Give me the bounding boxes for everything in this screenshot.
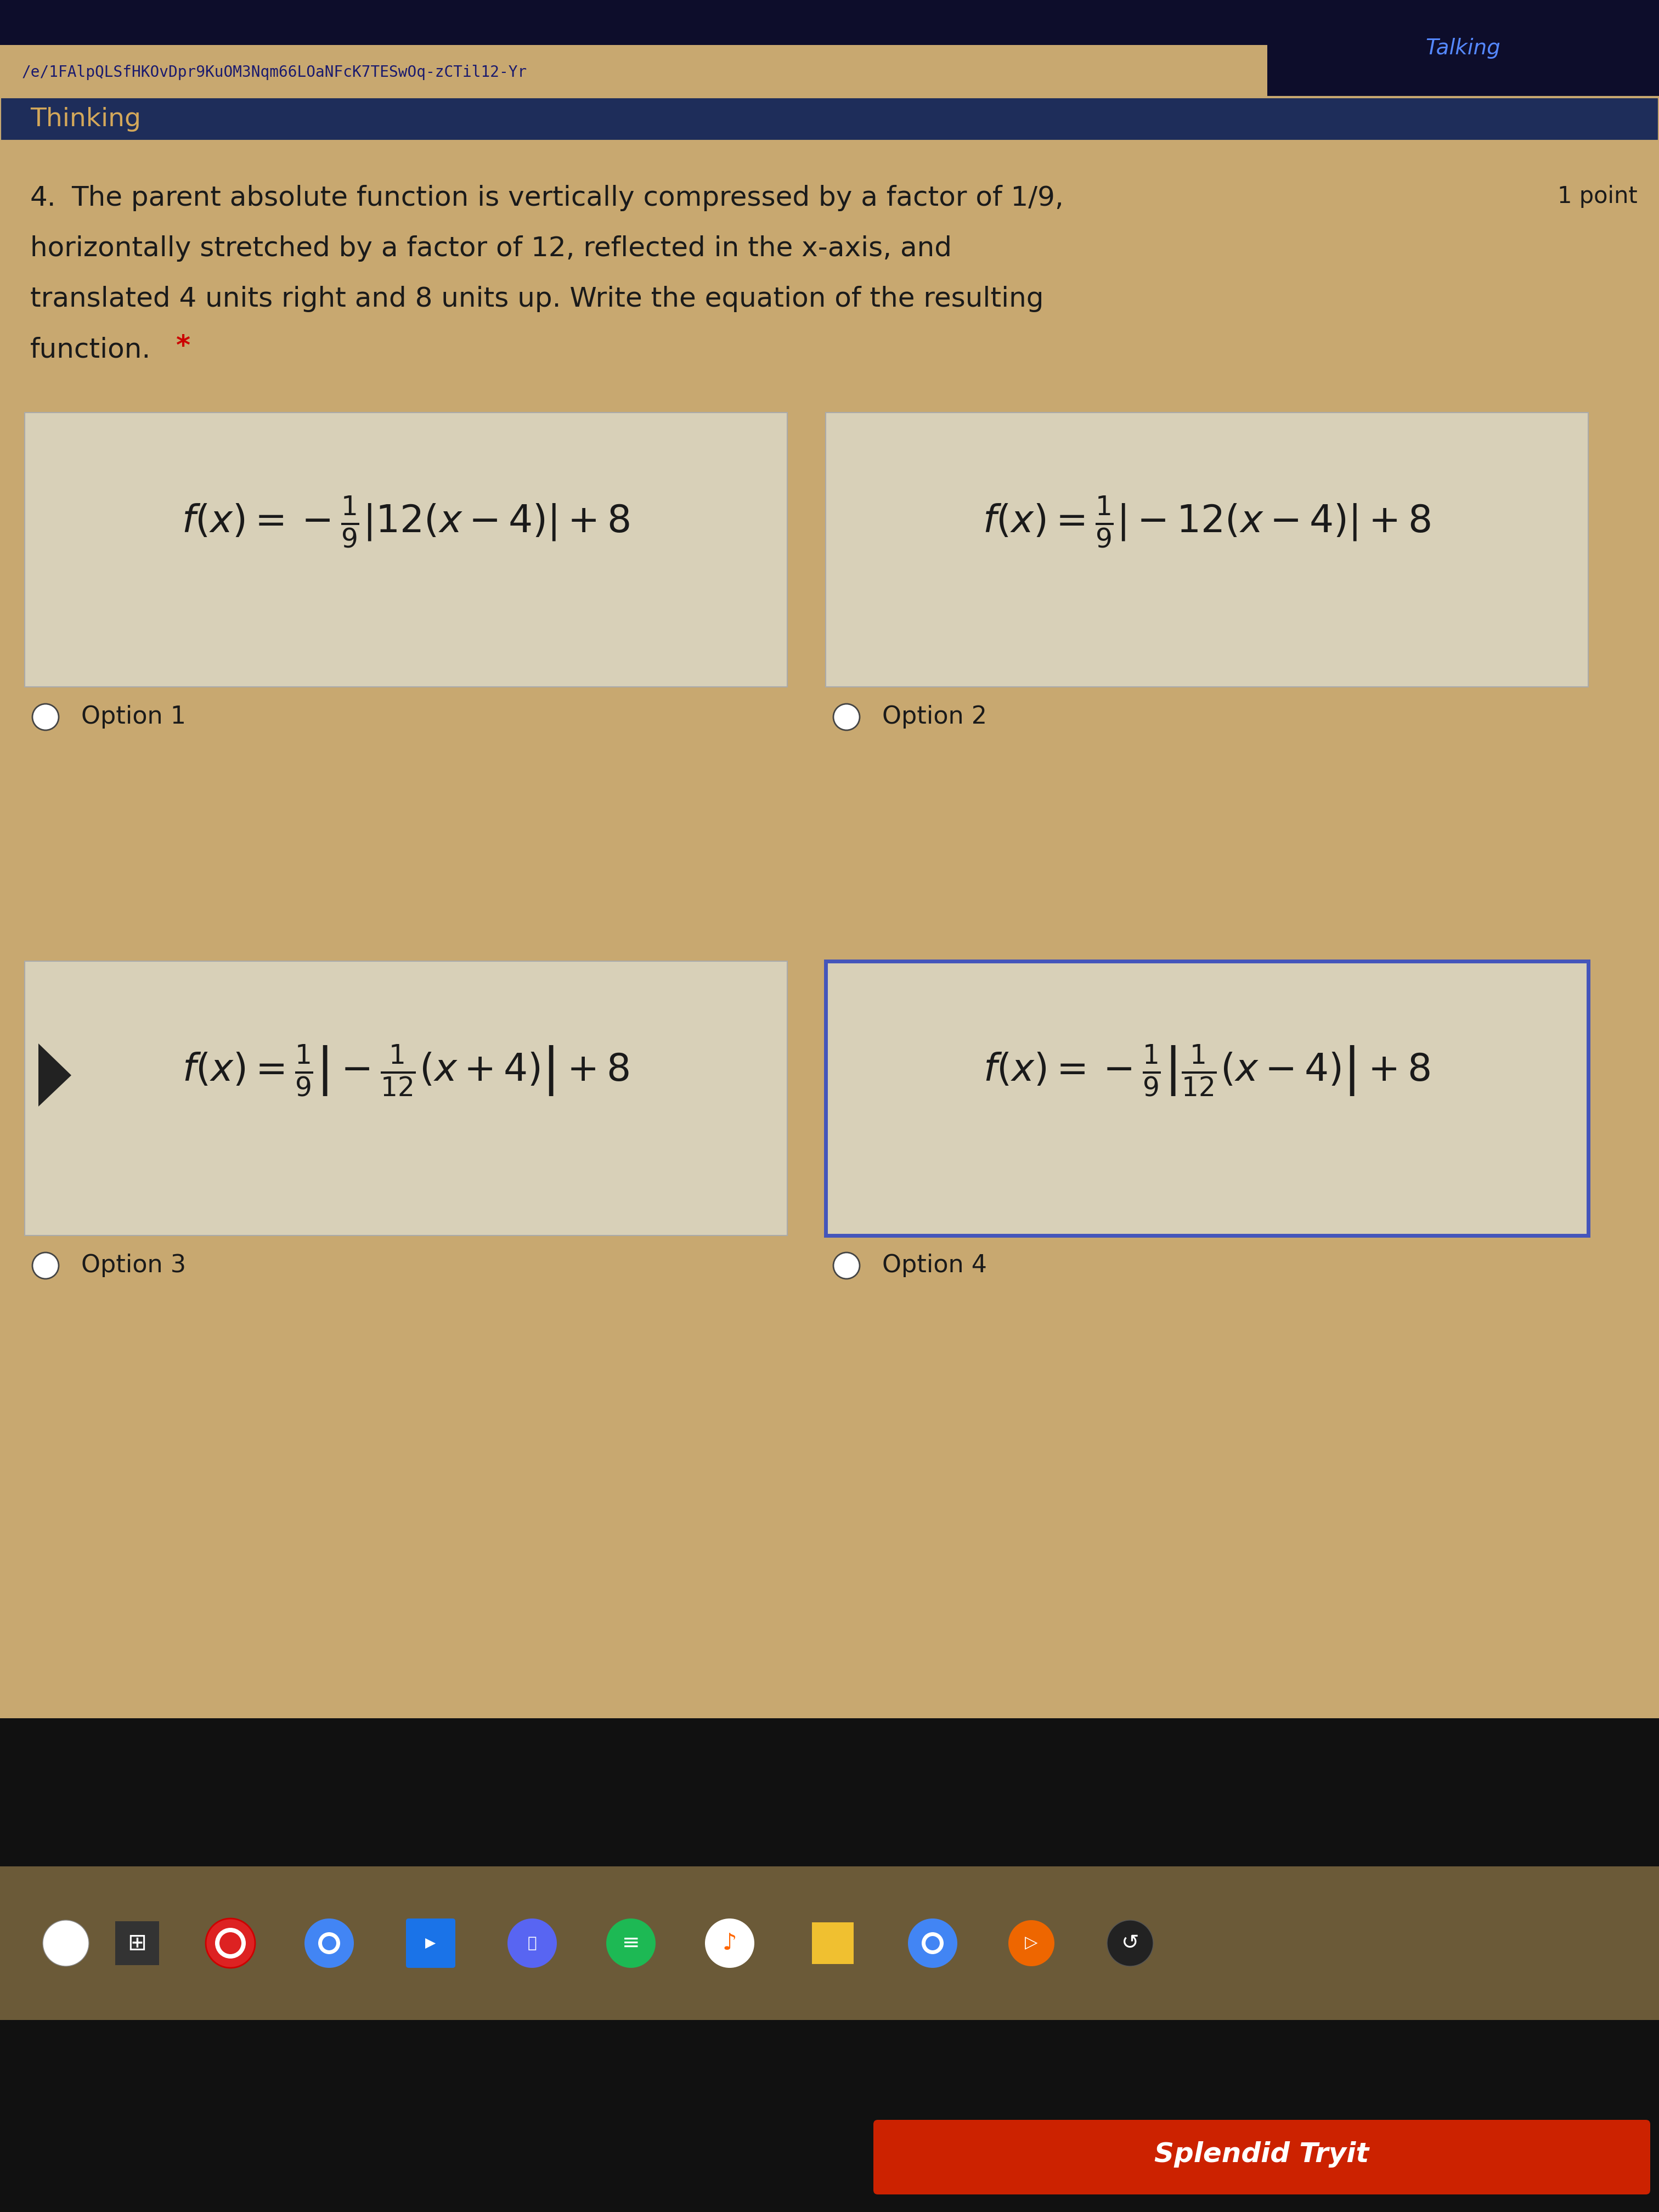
Text: Option 1: Option 1 [81, 706, 186, 728]
FancyBboxPatch shape [114, 1922, 159, 1964]
Circle shape [216, 1929, 246, 1958]
Circle shape [43, 1920, 90, 1966]
Text: translated 4 units right and 8 units up. Write the equation of the resulting: translated 4 units right and 8 units up.… [30, 285, 1044, 312]
Text: 1 point: 1 point [1558, 186, 1637, 208]
FancyBboxPatch shape [406, 1918, 455, 1969]
Text: Thinking: Thinking [30, 106, 141, 131]
Circle shape [833, 1252, 859, 1279]
Text: Option 2: Option 2 [883, 706, 987, 728]
Text: function.: function. [30, 336, 151, 363]
Text: Option 4: Option 4 [883, 1254, 987, 1279]
FancyBboxPatch shape [0, 0, 1659, 44]
FancyBboxPatch shape [826, 414, 1588, 688]
Text: ≡: ≡ [622, 1933, 640, 1953]
Circle shape [206, 1918, 255, 1969]
Circle shape [907, 1918, 957, 1969]
Text: The parent absolute function is vertically compressed by a factor of 1/9,: The parent absolute function is vertical… [71, 186, 1063, 210]
Circle shape [833, 703, 859, 730]
FancyBboxPatch shape [1267, 0, 1659, 97]
Polygon shape [38, 1044, 71, 1106]
Circle shape [926, 1936, 939, 1951]
Text: ⬛: ⬛ [528, 1936, 538, 1951]
Text: ▷: ▷ [1025, 1936, 1039, 1951]
Circle shape [606, 1918, 655, 1969]
FancyBboxPatch shape [25, 414, 788, 688]
Text: Splendid Tryit: Splendid Tryit [1155, 2141, 1369, 2168]
Text: ▶: ▶ [425, 1936, 436, 1949]
Circle shape [322, 1936, 337, 1951]
FancyBboxPatch shape [0, 1867, 1659, 2020]
FancyBboxPatch shape [873, 2119, 1651, 2194]
Text: Talking: Talking [1425, 38, 1501, 60]
Circle shape [305, 1918, 353, 1969]
FancyBboxPatch shape [811, 1922, 854, 1964]
Circle shape [319, 1933, 340, 1953]
Circle shape [33, 1252, 58, 1279]
Circle shape [33, 703, 58, 730]
Text: *: * [176, 334, 189, 361]
Circle shape [1009, 1920, 1055, 1966]
Text: 4.: 4. [30, 186, 56, 210]
Text: $f(x) = -\frac{1}{9}|12(x-4)| + 8$: $f(x) = -\frac{1}{9}|12(x-4)| + 8$ [182, 495, 630, 549]
Text: ⊞: ⊞ [128, 1931, 146, 1955]
Text: ♪: ♪ [722, 1931, 737, 1955]
Circle shape [922, 1933, 944, 1953]
FancyBboxPatch shape [826, 962, 1588, 1237]
Text: horizontally stretched by a factor of 12, reflected in the x-axis, and: horizontally stretched by a factor of 12… [30, 234, 952, 261]
Text: /e/1FAlpQLSfHKOvDpr9KuOM3Nqm66LOaNFcK7TESwOq-zCTil12-Yr: /e/1FAlpQLSfHKOvDpr9KuOM3Nqm66LOaNFcK7TE… [22, 64, 528, 80]
FancyBboxPatch shape [0, 97, 1659, 142]
Circle shape [219, 1933, 242, 1953]
Text: ↺: ↺ [1121, 1933, 1140, 1953]
Text: $f(x) = -\frac{1}{9}\left|\frac{1}{12}(x-4)\right| + 8$: $f(x) = -\frac{1}{9}\left|\frac{1}{12}(x… [984, 1044, 1430, 1097]
Circle shape [705, 1918, 755, 1969]
Circle shape [508, 1918, 557, 1969]
Text: Option 3: Option 3 [81, 1254, 186, 1279]
Text: $f(x) = \frac{1}{9}|-12(x-4)| + 8$: $f(x) = \frac{1}{9}|-12(x-4)| + 8$ [982, 495, 1432, 549]
Text: $f(x) = \frac{1}{9}\left|-\frac{1}{12}(x+4)\right| + 8$: $f(x) = \frac{1}{9}\left|-\frac{1}{12}(x… [182, 1044, 629, 1097]
FancyBboxPatch shape [25, 962, 788, 1237]
Circle shape [1107, 1920, 1153, 1966]
FancyBboxPatch shape [0, 1719, 1659, 2212]
